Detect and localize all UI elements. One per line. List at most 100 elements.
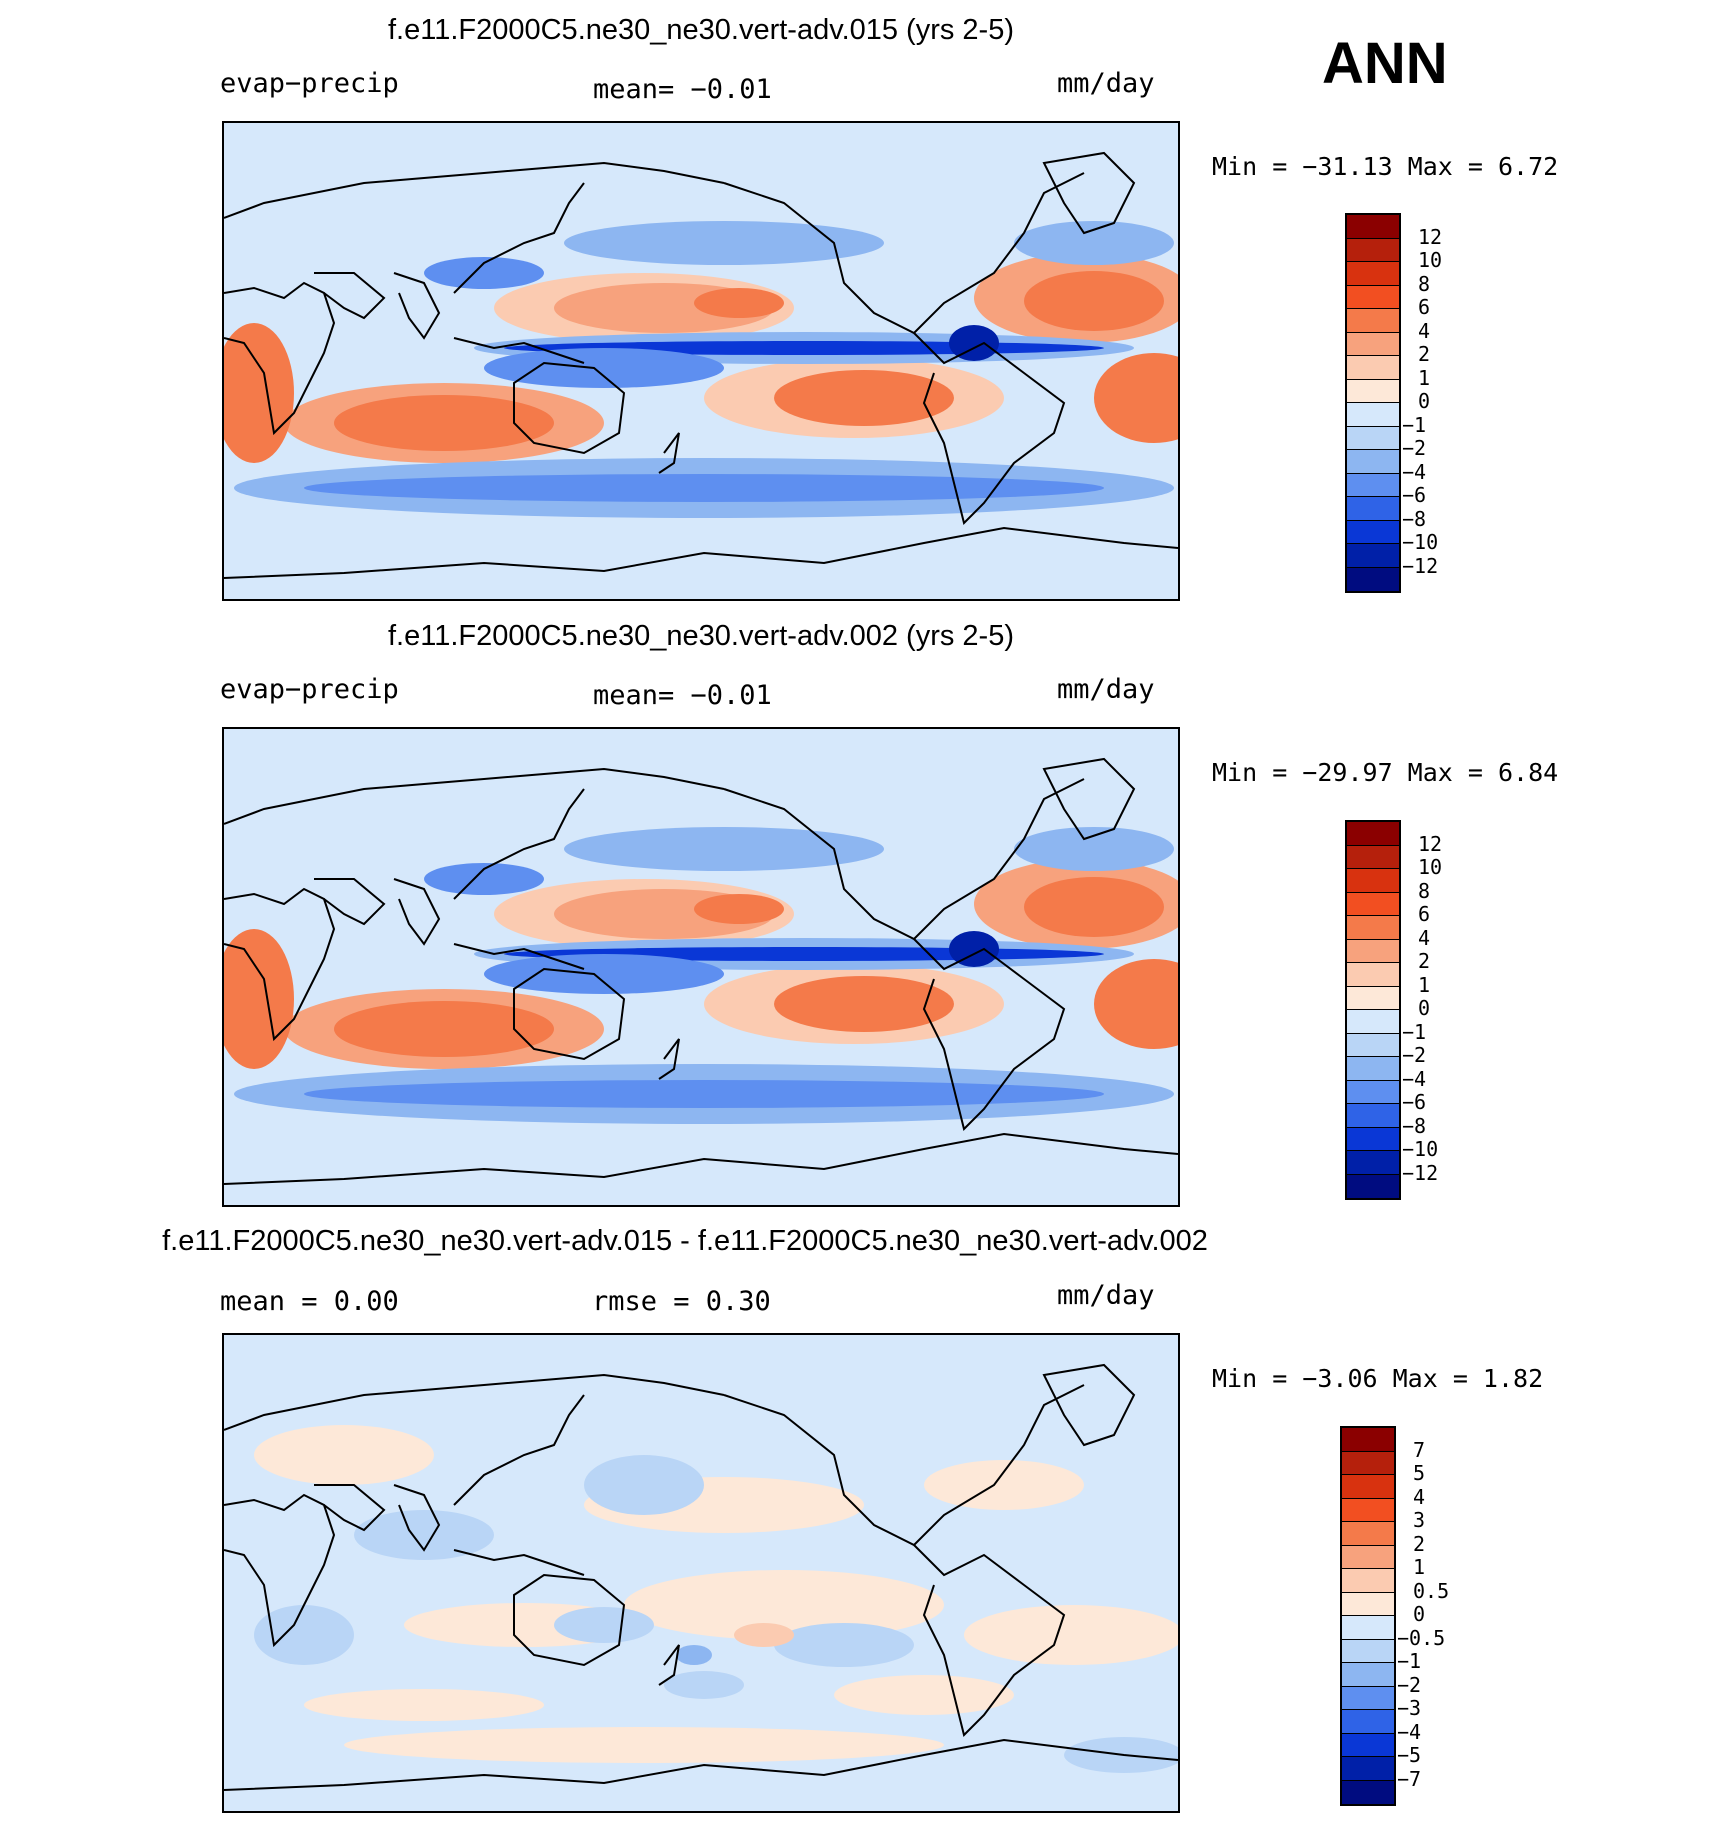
colorbar-tick-label: −4 <box>1402 1066 1427 1091</box>
colorbar-tick-label: −2 <box>1397 1672 1422 1697</box>
colorbar-tick-label: 1 <box>1418 972 1431 997</box>
field-contour <box>484 348 724 388</box>
colorbar-swatch <box>1347 544 1399 568</box>
coastline <box>393 878 441 946</box>
colorbar-tick-label: −10 <box>1402 530 1439 554</box>
coastline <box>513 1573 626 1667</box>
colorbar-tick-label: −12 <box>1402 1160 1439 1185</box>
colorbar-swatch <box>1347 1010 1399 1034</box>
coastline <box>513 967 626 1061</box>
panel1-colorbar <box>1345 213 1401 593</box>
diff-contour <box>834 1675 1014 1715</box>
colorbar-swatch <box>1347 450 1399 474</box>
colorbar-swatch <box>1342 1451 1394 1475</box>
colorbar-tick-label: 0 <box>1418 389 1431 413</box>
colorbar-swatch <box>1342 1686 1394 1710</box>
field-contour <box>224 323 294 463</box>
season-label: ANN <box>1322 31 1448 96</box>
colorbar-tick-label: 8 <box>1418 878 1431 903</box>
colorbar-swatch <box>1347 426 1399 450</box>
panel2-title: f.e11.F2000C5.ne30_ne30.vert-adv.002 (yr… <box>387 620 1015 652</box>
field-contour <box>334 1001 554 1057</box>
colorbar-swatch <box>1347 1151 1399 1175</box>
field-contour <box>424 863 544 895</box>
coastline <box>913 332 1066 525</box>
colorbar-swatch <box>1347 379 1399 403</box>
diff-contour <box>734 1623 794 1647</box>
colorbar-swatch <box>1347 567 1399 591</box>
coastline <box>453 943 585 970</box>
colorbar-swatch <box>1342 1522 1394 1546</box>
field-contour <box>774 370 954 426</box>
colorbar-swatch <box>1347 963 1399 987</box>
colorbar-tick-label: −1 <box>1402 412 1427 437</box>
colorbar-swatch <box>1347 238 1399 262</box>
field-contour <box>304 1080 1104 1108</box>
colorbar-tick-label: −4 <box>1397 1719 1422 1744</box>
panel3-colorbar <box>1340 1426 1396 1806</box>
colorbar-tick-label: 2 <box>1413 1531 1426 1556</box>
colorbar-tick-label: −6 <box>1402 483 1427 507</box>
colorbar-swatch <box>1342 1569 1394 1593</box>
diff-contour <box>584 1455 704 1515</box>
coastline <box>1042 151 1136 235</box>
diff-contour <box>676 1645 712 1665</box>
coastline <box>513 361 626 455</box>
field-contour <box>949 931 999 967</box>
colorbar-tick-label: 12 <box>1418 224 1443 249</box>
coastline <box>224 1132 1178 1185</box>
colorbar-swatch <box>1347 285 1399 309</box>
diff-contour <box>964 1605 1178 1665</box>
colorbar-swatch <box>1342 1780 1394 1804</box>
colorbar-swatch <box>1347 356 1399 380</box>
diff-contour <box>254 1605 354 1665</box>
colorbar-swatch <box>1347 520 1399 544</box>
colorbar-tick-label: 1 <box>1418 365 1431 390</box>
coastline <box>1042 1363 1136 1447</box>
field-contour <box>774 976 954 1032</box>
colorbar-swatch <box>1342 1498 1394 1522</box>
colorbar-tick-label: 2 <box>1418 342 1431 366</box>
colorbar-tick-label: −1 <box>1397 1649 1422 1673</box>
coastline <box>224 526 1178 579</box>
coastline <box>453 1394 585 1506</box>
colorbar-swatch <box>1347 1127 1399 1151</box>
field-contour <box>1014 827 1174 871</box>
colorbar-tick-label: −4 <box>1402 459 1427 484</box>
colorbar-tick-label: 2 <box>1418 949 1431 973</box>
panel3-mean-label: mean = 0.00 <box>220 1286 399 1317</box>
coastline <box>1042 757 1136 841</box>
panel1-units-label: mm/day <box>1057 68 1155 99</box>
coastline <box>453 1549 585 1576</box>
colorbar-tick-label: −8 <box>1402 506 1427 531</box>
field-contour <box>424 257 544 289</box>
panel2-variable-label: evap−precip <box>220 674 399 705</box>
colorbar-tick-label: 4 <box>1418 318 1431 343</box>
colorbar-swatch <box>1347 1080 1399 1104</box>
panel2-map-svg <box>224 729 1178 1205</box>
colorbar-swatch <box>1347 916 1399 940</box>
field-contour <box>484 954 724 994</box>
coastline <box>314 1484 386 1532</box>
panel3-map-svg <box>224 1335 1178 1811</box>
field-contour <box>224 929 294 1069</box>
colorbar-swatch <box>1342 1592 1394 1616</box>
colorbar-tick-label: 1 <box>1413 1555 1426 1579</box>
colorbar-swatch <box>1347 473 1399 497</box>
panel1-map <box>222 121 1180 601</box>
diff-contour <box>354 1510 494 1560</box>
field-contour <box>304 474 1104 502</box>
coastline <box>658 1644 680 1686</box>
field-contour <box>1024 271 1164 331</box>
colorbar-tick-label: 0 <box>1413 1602 1426 1626</box>
coastline <box>224 1738 1178 1791</box>
colorbar-swatch <box>1342 1757 1394 1781</box>
coastline <box>453 182 585 294</box>
diff-contour <box>924 1460 1084 1510</box>
colorbar-tick-label: 3 <box>1413 1508 1426 1532</box>
colorbar-tick-label: 6 <box>1418 902 1431 926</box>
field-contour <box>949 325 999 361</box>
diff-contour <box>624 1570 944 1640</box>
diff-contour <box>774 1623 914 1667</box>
panel3-map <box>222 1333 1180 1813</box>
